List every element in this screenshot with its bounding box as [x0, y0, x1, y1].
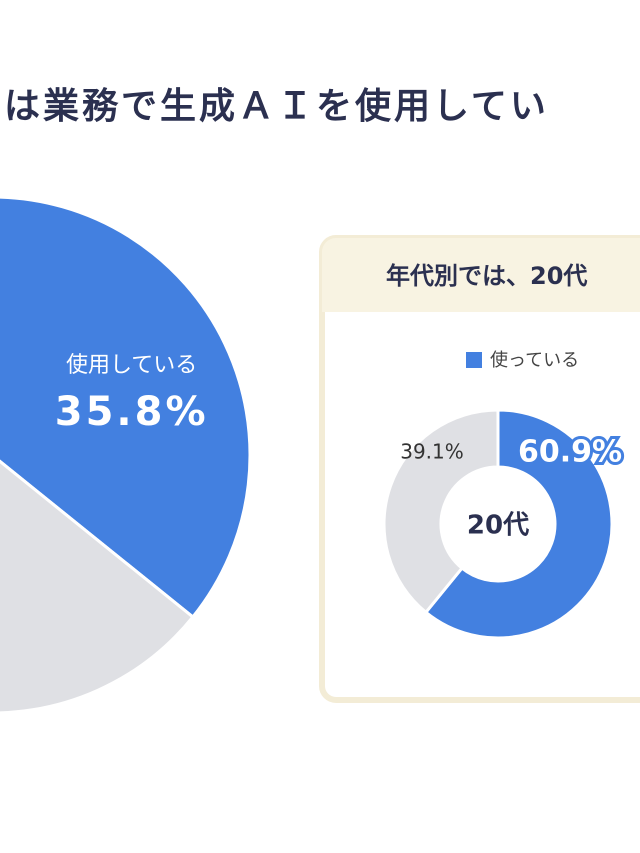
panel-header [322, 238, 640, 312]
slice [423, 408, 614, 640]
slice-label: 使用している [66, 353, 197, 378]
page-title: は業務で生成ＡＩを使用してい [4, 86, 549, 127]
legend-label: 使っている [490, 350, 579, 371]
panel-title: 年代別では、20代 [386, 262, 587, 290]
value-label: 35.8% [55, 389, 209, 435]
slice [0, 459, 195, 715]
slice [0, 195, 252, 620]
legend-swatch [466, 352, 482, 368]
value-label: 60.9% [518, 435, 622, 470]
center-label: 20代 [467, 511, 529, 541]
slice [382, 408, 500, 615]
value-label: 39.1% [400, 440, 464, 464]
